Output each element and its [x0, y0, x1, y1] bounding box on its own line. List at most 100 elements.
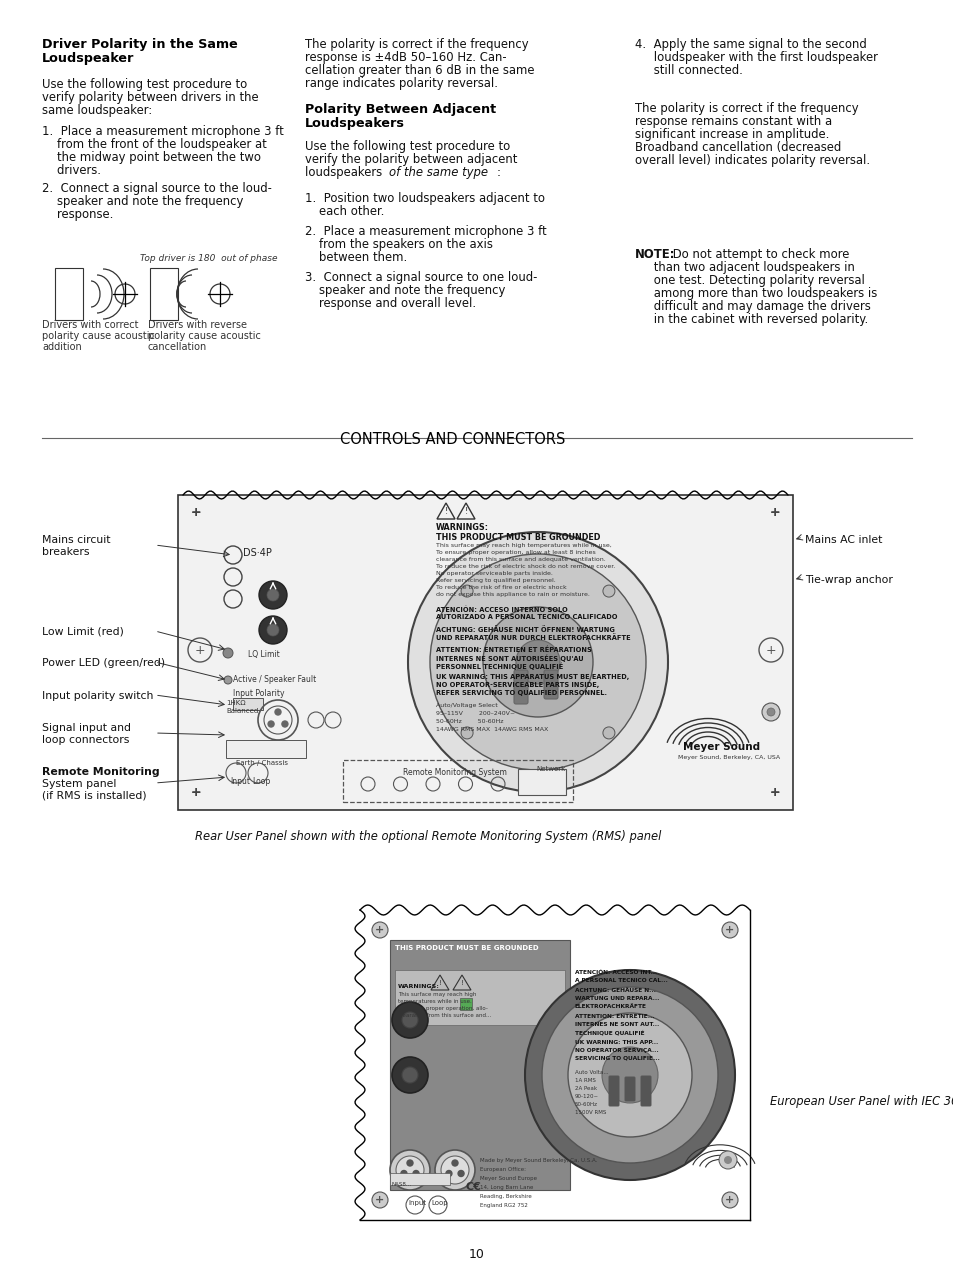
- Text: Reading, Berkshire: Reading, Berkshire: [479, 1194, 531, 1199]
- FancyBboxPatch shape: [608, 1076, 618, 1105]
- Text: 2.  Connect a signal source to the loud-: 2. Connect a signal source to the loud-: [42, 182, 272, 195]
- Bar: [150, 268, 178, 321]
- Text: !: !: [460, 979, 463, 986]
- Text: one test. Detecting polarity reversal: one test. Detecting polarity reversal: [635, 273, 864, 287]
- Circle shape: [766, 709, 774, 716]
- Text: each other.: each other.: [318, 205, 384, 218]
- Text: +: +: [769, 506, 780, 519]
- Bar: [390, 940, 569, 1191]
- Text: +: +: [194, 644, 205, 656]
- Circle shape: [395, 1156, 423, 1184]
- Text: !: !: [464, 508, 467, 516]
- Circle shape: [401, 1013, 417, 1028]
- Circle shape: [401, 1067, 417, 1082]
- Text: polarity cause acoustic: polarity cause acoustic: [148, 331, 260, 341]
- Text: :: :: [497, 167, 500, 179]
- Text: Loudspeakers: Loudspeakers: [305, 117, 404, 130]
- Text: the midway point between the two: the midway point between the two: [42, 151, 261, 164]
- Text: ATTENTION: ENTRETIEN ET RÉPARATIONS: ATTENTION: ENTRETIEN ET RÉPARATIONS: [436, 646, 591, 653]
- Circle shape: [516, 640, 559, 684]
- Circle shape: [430, 555, 645, 770]
- Circle shape: [440, 1156, 469, 1184]
- Text: ATENCIÓN: ACCESO INTERNO SOLO: ATENCIÓN: ACCESO INTERNO SOLO: [436, 605, 567, 613]
- Text: 1A RMS: 1A RMS: [575, 1077, 596, 1082]
- Circle shape: [400, 1170, 407, 1177]
- Text: The polarity is correct if the frequency: The polarity is correct if the frequency: [635, 102, 858, 114]
- Bar: [517, 770, 565, 795]
- Text: temperatures while in use.: temperatures while in use.: [397, 999, 471, 1004]
- Text: A PERSONAL TECNICO CAL...: A PERSONAL TECNICO CAL...: [575, 978, 667, 983]
- Text: 1500V RMS: 1500V RMS: [575, 1110, 606, 1116]
- Text: Active / Speaker Fault: Active / Speaker Fault: [233, 675, 315, 684]
- Circle shape: [223, 647, 233, 658]
- Text: Top driver is 180  out of phase: Top driver is 180 out of phase: [140, 254, 277, 263]
- Text: To reduce the risk of fire or electric shock: To reduce the risk of fire or electric s…: [436, 585, 566, 590]
- Circle shape: [602, 585, 615, 597]
- Text: European Office:: European Office:: [479, 1166, 525, 1172]
- Text: UK WARNING: THIS APPARATUS MUST BE EARTHED,: UK WARNING: THIS APPARATUS MUST BE EARTH…: [436, 674, 629, 681]
- Text: verify polarity between drivers in the: verify polarity between drivers in the: [42, 92, 258, 104]
- Text: Do not attempt to check more: Do not attempt to check more: [668, 248, 848, 261]
- Text: Mains AC inlet: Mains AC inlet: [804, 536, 882, 544]
- Text: speaker and note the frequency: speaker and note the frequency: [42, 195, 243, 209]
- Circle shape: [541, 987, 718, 1163]
- Text: Input Polarity: Input Polarity: [233, 689, 284, 698]
- Circle shape: [721, 1192, 738, 1208]
- Text: England RG2 752: England RG2 752: [479, 1203, 527, 1208]
- Text: +: +: [375, 925, 384, 935]
- Text: range indicates polarity reversal.: range indicates polarity reversal.: [305, 78, 497, 90]
- Text: 10: 10: [469, 1248, 484, 1261]
- Text: REFER SERVICING TO QUALIFIED PERSONNEL.: REFER SERVICING TO QUALIFIED PERSONNEL.: [436, 689, 606, 696]
- Text: among more than two loudspeakers is: among more than two loudspeakers is: [635, 287, 877, 300]
- Circle shape: [482, 607, 593, 717]
- Text: cellation greater than 6 dB in the same: cellation greater than 6 dB in the same: [305, 64, 534, 78]
- Text: +: +: [191, 786, 201, 799]
- Text: European User Panel with IEC 309 connector: European User Panel with IEC 309 connect…: [769, 1095, 953, 1108]
- Circle shape: [460, 726, 473, 739]
- Text: THIS PRODUCT MUST BE GROUNDED: THIS PRODUCT MUST BE GROUNDED: [436, 533, 599, 542]
- Text: +: +: [724, 1194, 734, 1205]
- Text: System panel: System panel: [42, 778, 116, 789]
- Text: Meyer Sound, Berkeley, CA, USA: Meyer Sound, Berkeley, CA, USA: [678, 756, 780, 759]
- Bar: [459, 999, 472, 1010]
- Text: do not expose this appliance to rain or moisture.: do not expose this appliance to rain or …: [436, 591, 589, 597]
- Text: from the front of the loudspeaker at: from the front of the loudspeaker at: [42, 137, 267, 151]
- Circle shape: [372, 1192, 388, 1208]
- Circle shape: [719, 1151, 737, 1169]
- Text: cancellation: cancellation: [148, 342, 207, 352]
- Text: 1.  Position two loudspeakers adjacent to: 1. Position two loudspeakers adjacent to: [305, 192, 544, 205]
- Text: breakers: breakers: [42, 547, 90, 557]
- Circle shape: [407, 1160, 413, 1166]
- Text: loudspeaker with the first loudspeaker: loudspeaker with the first loudspeaker: [635, 51, 877, 64]
- Text: ATTENTION: ENTRETIE...: ATTENTION: ENTRETIE...: [575, 1014, 654, 1019]
- Text: +: +: [191, 506, 201, 519]
- Text: AUTORIZADO A PERSONAL TECNICO CALIFICADO: AUTORIZADO A PERSONAL TECNICO CALIFICADO: [436, 614, 617, 619]
- Text: between them.: between them.: [318, 251, 407, 265]
- Text: 50-60Hz: 50-60Hz: [575, 1102, 598, 1107]
- Text: 4.  Apply the same signal to the second: 4. Apply the same signal to the second: [635, 38, 866, 51]
- Text: still connected.: still connected.: [635, 64, 742, 78]
- Text: UND REPARATUR NUR DURCH ELEKTROFACHKRÄFTE: UND REPARATUR NUR DURCH ELEKTROFACHKRÄFT…: [436, 633, 630, 641]
- Text: response and overall level.: response and overall level.: [318, 296, 476, 310]
- Text: Input polarity switch: Input polarity switch: [42, 691, 153, 701]
- Text: Loop: Loop: [252, 777, 270, 786]
- Text: WARNINGS:: WARNINGS:: [397, 985, 439, 990]
- FancyBboxPatch shape: [640, 1076, 650, 1105]
- Circle shape: [282, 721, 288, 728]
- Text: response is ±4dB 50–160 Hz. Can-: response is ±4dB 50–160 Hz. Can-: [305, 51, 506, 64]
- Text: !: !: [444, 508, 447, 516]
- Circle shape: [457, 1170, 463, 1177]
- Text: Remote Monitoring: Remote Monitoring: [42, 767, 159, 777]
- Text: 95–115V        200–240V~: 95–115V 200–240V~: [436, 711, 515, 716]
- Text: clearance from this surface and...: clearance from this surface and...: [397, 1013, 491, 1018]
- Text: TECHNIQUE QUALIFIÉ: TECHNIQUE QUALIFIÉ: [575, 1030, 644, 1035]
- FancyBboxPatch shape: [624, 1077, 635, 1102]
- Text: Drivers with correct: Drivers with correct: [42, 321, 138, 329]
- Text: Driver Polarity in the Same: Driver Polarity in the Same: [42, 38, 237, 51]
- Text: Meyer Sound: Meyer Sound: [682, 742, 760, 752]
- Text: NO OPERATOR-SERVICEABLE PARTS INSIDE,: NO OPERATOR-SERVICEABLE PARTS INSIDE,: [436, 682, 598, 688]
- Text: Drivers with reverse: Drivers with reverse: [148, 321, 247, 329]
- Text: significant increase in amplitude.: significant increase in amplitude.: [635, 128, 828, 141]
- Circle shape: [267, 625, 278, 636]
- Text: +: +: [769, 506, 780, 519]
